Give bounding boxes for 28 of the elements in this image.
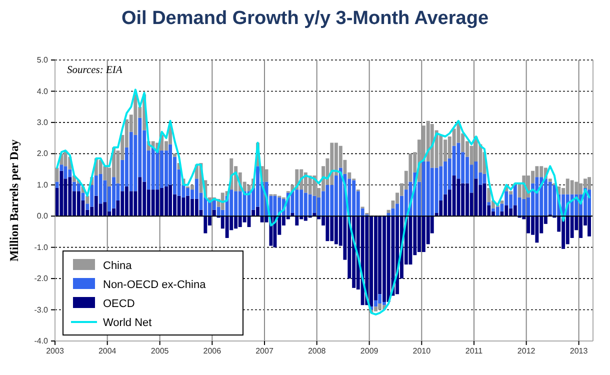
legend-label: China (103, 260, 133, 272)
x-tick-label: 2007 (256, 346, 274, 356)
x-tick-label: 2006 (203, 346, 222, 356)
y-tick-label: 1.0 (36, 180, 49, 190)
x-tick-label: 2012 (517, 346, 536, 356)
y-tick-label: -4.0 (34, 336, 49, 346)
y-tick-label: -2.0 (34, 274, 49, 284)
x-tick-label: 2004 (98, 346, 117, 356)
chart-title: Oil Demand Growth y/y 3-Month Average (121, 8, 489, 29)
x-tick-label: 2013 (570, 346, 588, 356)
x-tick-label: 2010 (412, 346, 432, 356)
legend-label: OECD (103, 298, 135, 310)
y-tick-label: 5.0 (36, 56, 49, 65)
x-tick-label: 2005 (150, 346, 170, 356)
x-tick-label: 2003 (46, 346, 64, 356)
y-tick-label: 4.0 (36, 86, 49, 96)
y-tick-label: -1.0 (34, 242, 49, 252)
y-tick-label: 3.0 (36, 118, 49, 128)
x-tick-label: 2009 (360, 346, 379, 356)
x-tick-label: 2011 (465, 346, 484, 356)
y-tick-label: -3.0 (34, 305, 49, 314)
legend-label: World Net (103, 317, 152, 329)
legend-label: Non-OECD ex-China (103, 279, 207, 291)
annotation: Sources: EIA (67, 65, 123, 76)
y-tick-label: 2.0 (36, 149, 49, 158)
x-tick-label: 2008 (308, 346, 326, 356)
y-axis-title: Million Barrels per Day (7, 140, 21, 262)
y-tick-label: 0.0 (36, 212, 49, 221)
